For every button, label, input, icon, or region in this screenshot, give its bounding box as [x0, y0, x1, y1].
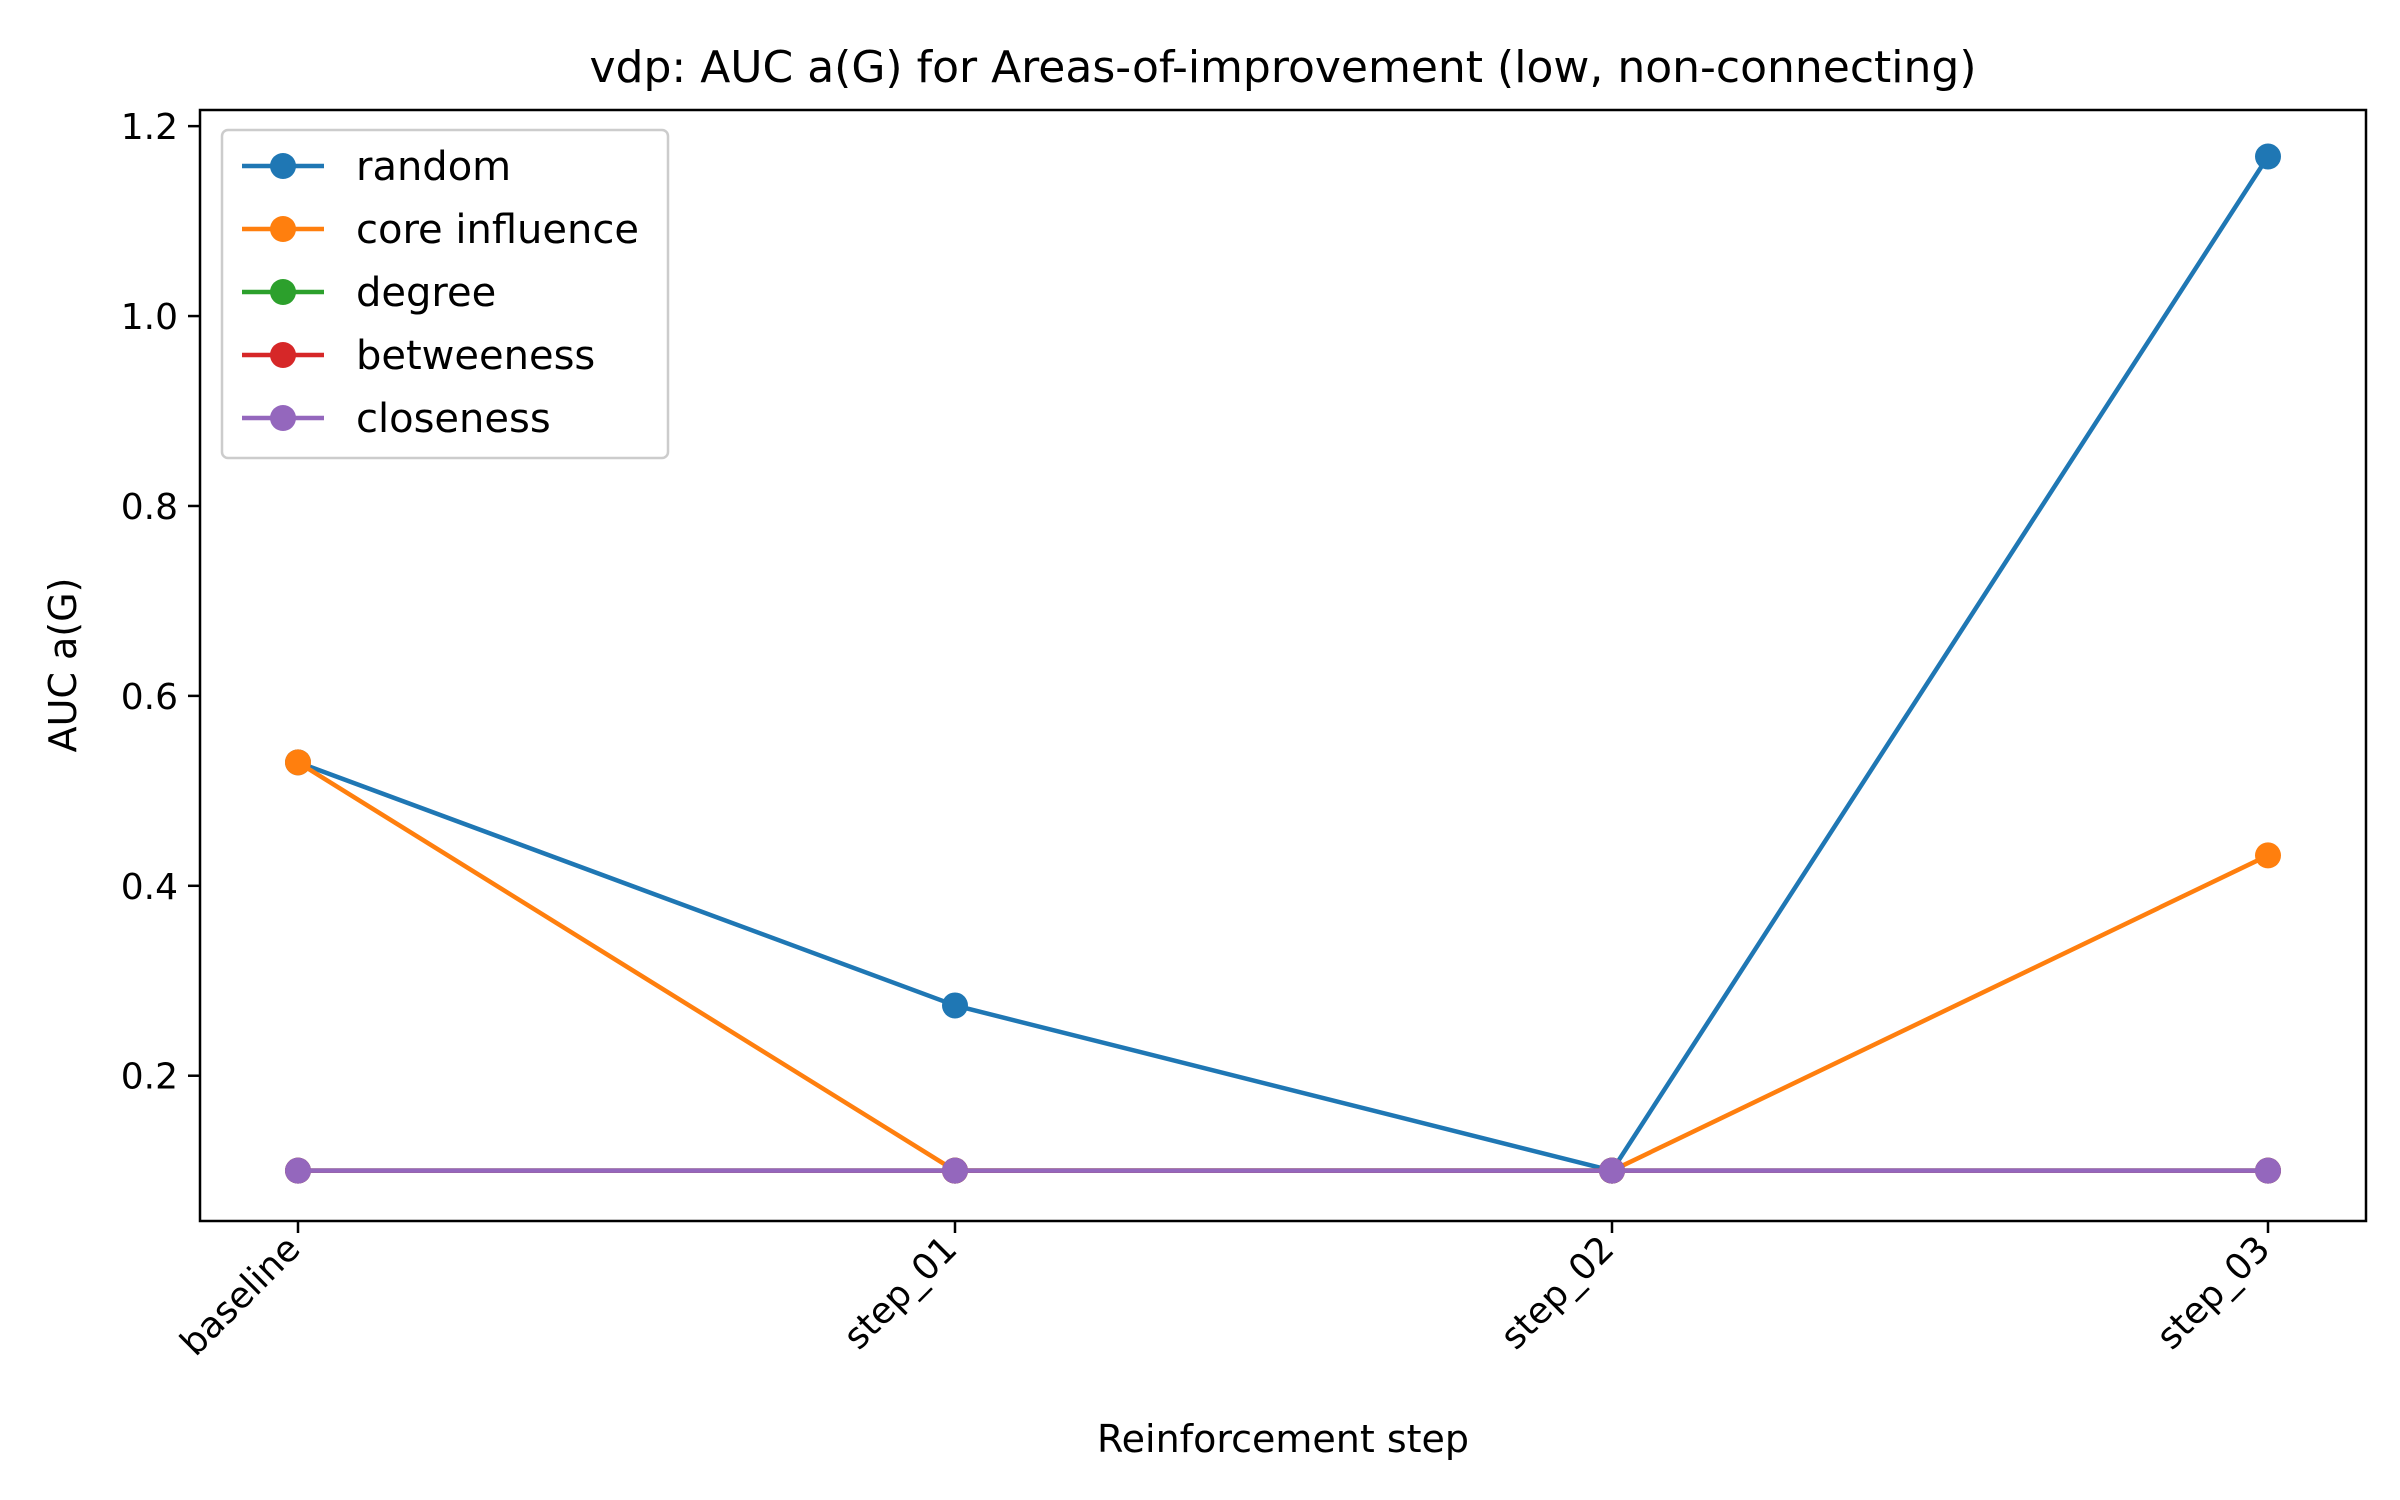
data-point	[2255, 1157, 2281, 1184]
y-tick-label: 0.4	[121, 867, 178, 908]
y-axis-label: AUC a(G)	[41, 578, 85, 753]
x-tick-label: step_03	[2149, 1228, 2278, 1357]
plot-area-frame	[198, 108, 2368, 1223]
legend-item: random	[242, 144, 511, 190]
legend-swatch-marker	[270, 216, 296, 242]
legend-swatch-marker	[270, 405, 296, 431]
legend-label: core influence	[356, 207, 639, 253]
series-closeness	[285, 1157, 2281, 1184]
series-layer	[285, 143, 2281, 1184]
legend-label: betweeness	[356, 333, 595, 379]
data-point	[2255, 842, 2281, 869]
legend-swatch-marker	[270, 279, 296, 305]
legend-label: degree	[356, 270, 496, 316]
series-line	[297, 155, 2270, 1173]
legend-item: core influence	[242, 207, 639, 253]
legend-swatch-marker	[270, 153, 296, 179]
legend-box	[220, 128, 670, 460]
x-tick-label: baseline	[173, 1228, 309, 1364]
data-point	[285, 749, 311, 776]
y-axis: 0.2 0.4 0.6 0.8 1.0 1.2	[121, 107, 200, 1098]
x-axis-label: Reinforcement step	[1097, 1417, 1469, 1461]
legend-item: degree	[242, 270, 496, 316]
data-point	[942, 1157, 968, 1184]
data-point	[2255, 143, 2281, 170]
chart-title: vdp: AUC a(G) for Areas-of-improvement (…	[589, 42, 1976, 93]
x-tick-label: step_01	[836, 1228, 965, 1357]
x-tick-label: step_02	[1493, 1228, 1622, 1357]
legend-swatch-marker	[270, 342, 296, 368]
legend-item: betweeness	[242, 333, 595, 379]
legend: random core influence degree betweeness clos…	[220, 128, 670, 460]
legend-item: closeness	[242, 396, 551, 442]
series-core-influence	[285, 749, 2281, 1184]
y-tick-label: 0.8	[121, 487, 178, 528]
y-tick-label: 0.2	[121, 1057, 178, 1098]
y-tick-label: 1.0	[121, 297, 178, 338]
legend-label: random	[356, 144, 511, 190]
y-tick-label: 0.6	[121, 677, 178, 718]
data-point	[942, 992, 968, 1019]
data-point	[1599, 1157, 1625, 1184]
data-point	[285, 1157, 311, 1184]
y-tick-label: 1.2	[121, 107, 178, 148]
x-axis: baseline step_01 step_02 step_03	[173, 1221, 2278, 1364]
series-line	[296, 760, 2269, 1173]
legend-label: closeness	[356, 396, 551, 442]
